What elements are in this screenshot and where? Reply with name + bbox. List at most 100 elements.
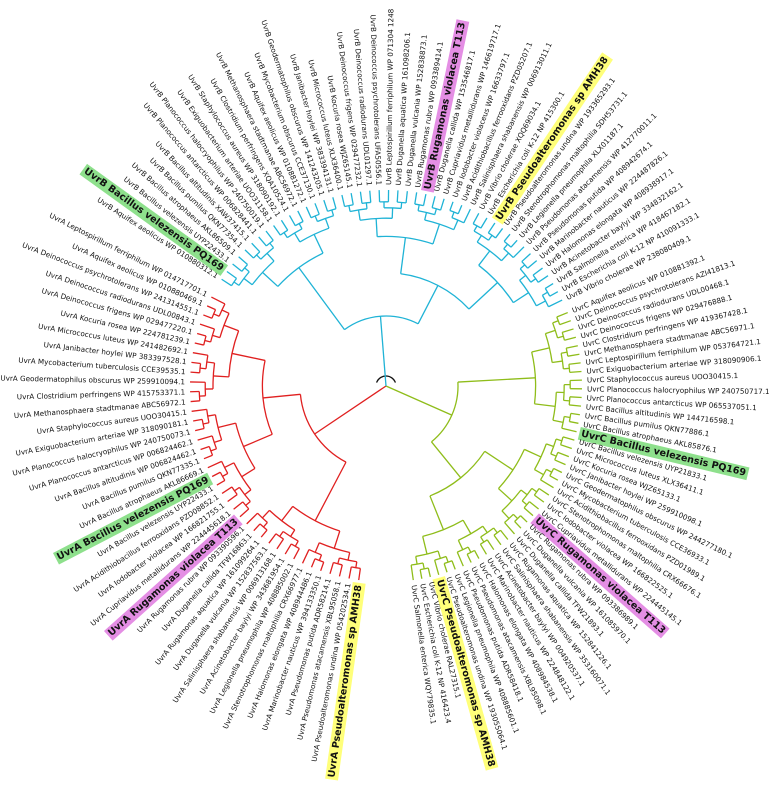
branch xyxy=(262,522,268,528)
branch xyxy=(472,213,480,225)
branch xyxy=(314,542,320,553)
branch xyxy=(222,472,229,477)
branch xyxy=(293,548,300,560)
internal-node xyxy=(233,462,252,491)
branch xyxy=(564,336,577,341)
branch xyxy=(566,345,578,349)
branch xyxy=(193,418,203,422)
branch xyxy=(410,564,414,581)
internal-node xyxy=(199,363,202,373)
branch xyxy=(544,283,554,289)
branch xyxy=(440,198,445,211)
internal-node xyxy=(544,333,553,363)
internal-node xyxy=(231,486,238,495)
internal-node xyxy=(277,252,324,287)
branch xyxy=(314,461,347,522)
branch xyxy=(528,501,539,510)
branch xyxy=(301,549,310,564)
branch xyxy=(375,218,378,237)
branch xyxy=(519,274,527,281)
internal-node xyxy=(531,351,537,404)
branch xyxy=(266,252,275,262)
branch xyxy=(534,468,544,476)
branch xyxy=(550,453,557,457)
internal-node xyxy=(519,279,537,307)
branch xyxy=(191,361,201,365)
branch xyxy=(569,396,582,399)
branch xyxy=(358,568,362,581)
branch xyxy=(432,223,441,245)
branch xyxy=(478,250,491,266)
branch xyxy=(280,219,289,231)
branch xyxy=(288,215,296,227)
branch xyxy=(510,239,518,248)
label-highlight xyxy=(103,514,243,641)
branch xyxy=(532,267,543,276)
branch xyxy=(417,204,420,211)
branch xyxy=(348,566,352,579)
branch xyxy=(570,412,580,416)
branch xyxy=(243,433,273,448)
internal-node xyxy=(415,550,439,558)
internal-node xyxy=(424,219,455,231)
internal-node xyxy=(431,207,441,211)
branch xyxy=(210,448,217,452)
branch xyxy=(555,438,563,442)
branch xyxy=(297,210,304,222)
branch xyxy=(512,292,529,304)
branch xyxy=(467,546,472,553)
branch xyxy=(437,550,442,559)
branch xyxy=(227,494,238,503)
internal-node xyxy=(377,235,434,245)
branch xyxy=(557,451,570,458)
branch xyxy=(231,352,266,362)
branch xyxy=(419,569,423,579)
branch xyxy=(557,335,564,339)
clade-node xyxy=(431,382,459,443)
internal-node xyxy=(211,435,218,450)
leaf-label: UvrA Geodermatophilus obscurus WP 259910… xyxy=(0,374,185,387)
tree-branches xyxy=(190,190,582,581)
branch xyxy=(457,377,536,383)
internal-node xyxy=(473,230,489,241)
branch xyxy=(498,488,513,502)
branch xyxy=(549,291,559,297)
branch xyxy=(262,271,279,287)
branch xyxy=(503,233,511,242)
branch xyxy=(484,450,514,471)
branch xyxy=(530,278,537,283)
branch xyxy=(190,400,200,403)
branch xyxy=(430,441,462,479)
branch xyxy=(562,328,574,333)
branch xyxy=(191,408,207,412)
branch xyxy=(199,323,215,330)
internal-node xyxy=(286,228,303,239)
internal-node xyxy=(205,355,209,369)
branch xyxy=(233,281,240,286)
branch xyxy=(298,267,346,331)
branch xyxy=(273,225,281,236)
branch xyxy=(542,291,548,296)
branch xyxy=(536,300,546,307)
branch xyxy=(290,529,296,537)
branch xyxy=(224,462,235,469)
leaf-label: UvrC Planococcus halocryophilus WP 24075… xyxy=(587,384,770,396)
branch xyxy=(538,487,550,496)
branch xyxy=(203,454,213,460)
branch xyxy=(221,309,230,314)
internal-node xyxy=(532,274,539,283)
branch xyxy=(298,223,303,230)
branch xyxy=(422,536,428,555)
branch xyxy=(204,339,211,343)
branch xyxy=(347,552,351,561)
leaf: UvrC Planococcus halocryophilus WP 24075… xyxy=(587,384,770,396)
branch xyxy=(473,550,480,559)
branch xyxy=(479,543,488,555)
branch xyxy=(324,218,330,229)
branch xyxy=(493,534,502,546)
internal-node xyxy=(208,446,214,456)
branch xyxy=(197,435,213,441)
branch xyxy=(323,199,329,212)
internal-node xyxy=(521,261,529,269)
